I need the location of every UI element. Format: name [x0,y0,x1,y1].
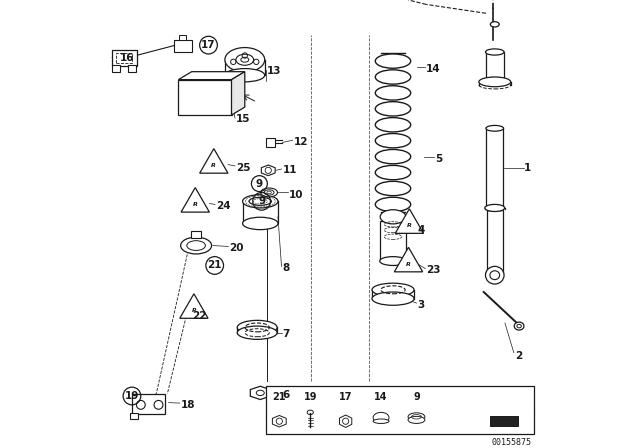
Text: 19: 19 [125,391,139,401]
Text: 24: 24 [216,201,230,211]
Polygon shape [180,294,208,318]
Text: 9: 9 [258,196,265,207]
Bar [487,210,503,272]
Polygon shape [179,72,244,80]
Polygon shape [273,415,286,427]
Text: 9: 9 [413,392,420,402]
Polygon shape [232,72,244,115]
Text: 8: 8 [282,263,290,273]
Text: 13: 13 [267,66,282,76]
Polygon shape [340,415,352,427]
Ellipse shape [485,204,505,211]
Text: 14: 14 [426,64,441,73]
Polygon shape [250,386,270,400]
Ellipse shape [486,125,504,131]
Polygon shape [490,416,518,426]
Text: 12: 12 [294,137,308,146]
Ellipse shape [486,205,504,211]
Ellipse shape [372,283,414,297]
Ellipse shape [243,217,278,230]
Text: 3: 3 [417,300,424,310]
Ellipse shape [408,413,425,421]
Ellipse shape [486,49,504,55]
Ellipse shape [486,267,504,284]
Bar [266,386,534,435]
Text: 10: 10 [289,190,303,200]
Ellipse shape [380,257,406,266]
Bar [112,65,120,72]
Bar [174,40,192,52]
Ellipse shape [373,412,389,423]
Bar [112,50,137,66]
Bar [380,221,406,261]
Text: 17: 17 [201,40,216,50]
Text: 17: 17 [339,392,353,402]
Text: 19: 19 [303,392,317,402]
Ellipse shape [180,237,212,254]
Text: R: R [211,164,216,168]
Text: 23: 23 [426,265,441,275]
Ellipse shape [243,195,278,208]
Polygon shape [181,188,209,212]
Text: 14: 14 [374,392,388,402]
Text: 7: 7 [282,329,290,339]
Text: 15: 15 [236,114,250,125]
Bar [486,52,504,81]
Text: 11: 11 [282,165,297,175]
Ellipse shape [514,322,524,330]
Ellipse shape [372,292,414,305]
Ellipse shape [225,69,265,82]
Bar [191,231,202,237]
Bar [128,65,136,72]
Polygon shape [261,165,275,176]
Ellipse shape [307,410,314,414]
Bar [266,138,275,147]
Text: 18: 18 [180,400,195,410]
Ellipse shape [373,419,389,423]
Text: 9: 9 [256,179,263,189]
Text: 5: 5 [435,154,442,164]
Ellipse shape [479,77,511,87]
Text: 4: 4 [417,225,425,235]
Ellipse shape [490,22,499,27]
Text: R: R [193,202,198,207]
Ellipse shape [225,47,265,72]
Ellipse shape [486,78,504,84]
Bar [486,128,503,208]
Ellipse shape [260,188,278,197]
Text: R: R [406,262,411,267]
Text: 22: 22 [192,311,206,321]
Ellipse shape [237,320,277,335]
Text: 21: 21 [207,260,222,271]
Text: 2: 2 [515,351,522,361]
Polygon shape [394,247,422,272]
Text: 20: 20 [229,243,244,253]
Text: R: R [407,224,412,228]
Ellipse shape [380,210,406,224]
Ellipse shape [486,269,503,275]
Text: 16: 16 [120,52,134,63]
Text: 6: 6 [282,390,290,400]
Bar [116,53,132,63]
Text: R: R [191,308,196,314]
Text: 1: 1 [524,163,531,173]
Bar [130,413,138,419]
Polygon shape [396,209,424,233]
Ellipse shape [408,416,425,423]
Text: 21: 21 [273,392,286,402]
Bar [179,34,186,40]
Ellipse shape [237,326,277,339]
Polygon shape [200,149,228,173]
Text: 25: 25 [236,163,250,173]
Text: 00155875: 00155875 [492,438,531,447]
Bar [132,394,165,414]
Bar [179,80,232,115]
